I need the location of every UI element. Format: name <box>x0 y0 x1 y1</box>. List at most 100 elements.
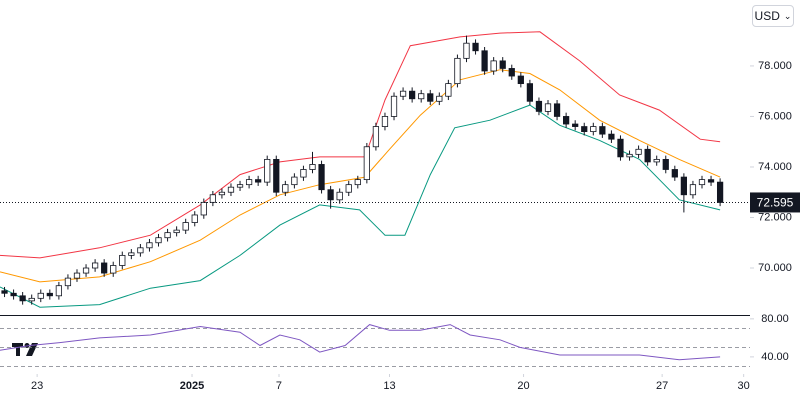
candle-body <box>200 201 207 216</box>
candle-body <box>245 179 253 186</box>
candle-body <box>508 68 515 77</box>
candle-body <box>399 90 407 97</box>
candle-body <box>227 186 235 193</box>
candle-body <box>517 75 524 85</box>
x-tick-label: 23 <box>31 380 43 392</box>
candle-body <box>28 297 35 302</box>
candle-body <box>418 93 425 100</box>
y-tick-label: 72.000 <box>758 211 792 223</box>
candle-body <box>110 265 117 274</box>
candle-body <box>191 214 198 223</box>
candle-body <box>291 176 298 186</box>
candle-body <box>264 158 271 183</box>
candle-body <box>716 181 724 203</box>
currency-button[interactable]: USD ⌄ <box>752 5 794 27</box>
candle-body <box>309 164 316 170</box>
candle-body <box>46 292 53 297</box>
candle-body <box>236 184 244 188</box>
candle-body <box>680 176 687 196</box>
candle-body <box>626 153 633 158</box>
candle-body <box>635 148 642 155</box>
candle-body <box>164 232 171 239</box>
y-tick-label: 80.00 <box>761 313 789 325</box>
candle-body <box>445 83 452 97</box>
band-line <box>0 69 721 283</box>
candle-body <box>128 252 135 256</box>
candle-body <box>544 103 552 112</box>
candle-body <box>463 42 470 59</box>
candle-body <box>363 146 370 181</box>
candle-body <box>608 133 615 140</box>
candle-body <box>427 93 434 102</box>
candle-body <box>55 285 62 297</box>
candle-body <box>535 100 543 112</box>
candle-body <box>1 290 8 294</box>
band-line <box>0 31 721 259</box>
candle-body <box>671 169 678 178</box>
candle-body <box>707 179 715 183</box>
candle-body <box>318 164 325 191</box>
candle-body <box>327 189 334 201</box>
x-tick-label: 7 <box>276 380 282 392</box>
candle-body <box>255 179 262 183</box>
candle-body <box>689 184 697 196</box>
candle-body <box>64 277 72 287</box>
y-tick-label: 74.000 <box>758 161 792 173</box>
candle-body <box>617 138 624 158</box>
candle-body <box>499 60 506 69</box>
candle-body <box>354 179 361 186</box>
candle-body <box>490 60 497 72</box>
chevron: ⌄ <box>783 10 792 21</box>
candle-body <box>91 262 99 269</box>
candle-body <box>390 95 398 117</box>
candle-body <box>82 267 90 274</box>
x-tick-label: 30 <box>738 380 750 392</box>
candle-body <box>581 126 588 133</box>
candle-body <box>336 191 343 201</box>
candle-body <box>146 242 153 249</box>
price-tag <box>750 192 800 213</box>
x-tick-label: 20 <box>517 380 529 392</box>
candle-body <box>101 262 108 274</box>
candle-body <box>454 57 461 85</box>
candle-body <box>273 158 280 193</box>
currency-label: USD <box>754 9 780 23</box>
candle-body <box>436 95 443 102</box>
price-tag-label: 72.595 <box>757 196 794 210</box>
candle-body <box>119 254 126 266</box>
candle-body <box>599 126 606 135</box>
candle-body <box>218 191 226 196</box>
x-tick-label: 13 <box>383 380 395 392</box>
candle-body <box>698 179 706 186</box>
x-tick-label: 27 <box>656 380 668 392</box>
candle-body <box>563 116 570 125</box>
candle-body <box>137 247 144 254</box>
candle-body <box>19 295 26 302</box>
x-tick-label: 2025 <box>180 380 204 392</box>
y-tick-label: 40.00 <box>761 351 789 363</box>
candle-body <box>173 229 180 234</box>
candle-body <box>37 292 44 299</box>
candle-body <box>73 272 81 279</box>
candle-body <box>653 158 660 163</box>
candle-body <box>10 292 17 297</box>
y-tick-label: 70.000 <box>758 262 792 274</box>
y-tick-label: 78.000 <box>758 60 792 72</box>
candle-body <box>472 42 479 52</box>
band-line <box>0 104 721 308</box>
candle-body <box>526 83 534 102</box>
candle-body <box>300 169 307 178</box>
candle-body <box>409 90 416 100</box>
candle-body <box>644 148 651 163</box>
candle-body <box>282 184 289 193</box>
candle-body <box>572 123 579 127</box>
candle-body <box>345 184 352 193</box>
candle-body <box>553 103 561 117</box>
candle-body <box>182 222 189 231</box>
candle-body <box>372 126 380 148</box>
candle-body <box>590 126 597 133</box>
candle-body <box>662 158 669 170</box>
y-tick-label: 76.000 <box>758 110 792 122</box>
